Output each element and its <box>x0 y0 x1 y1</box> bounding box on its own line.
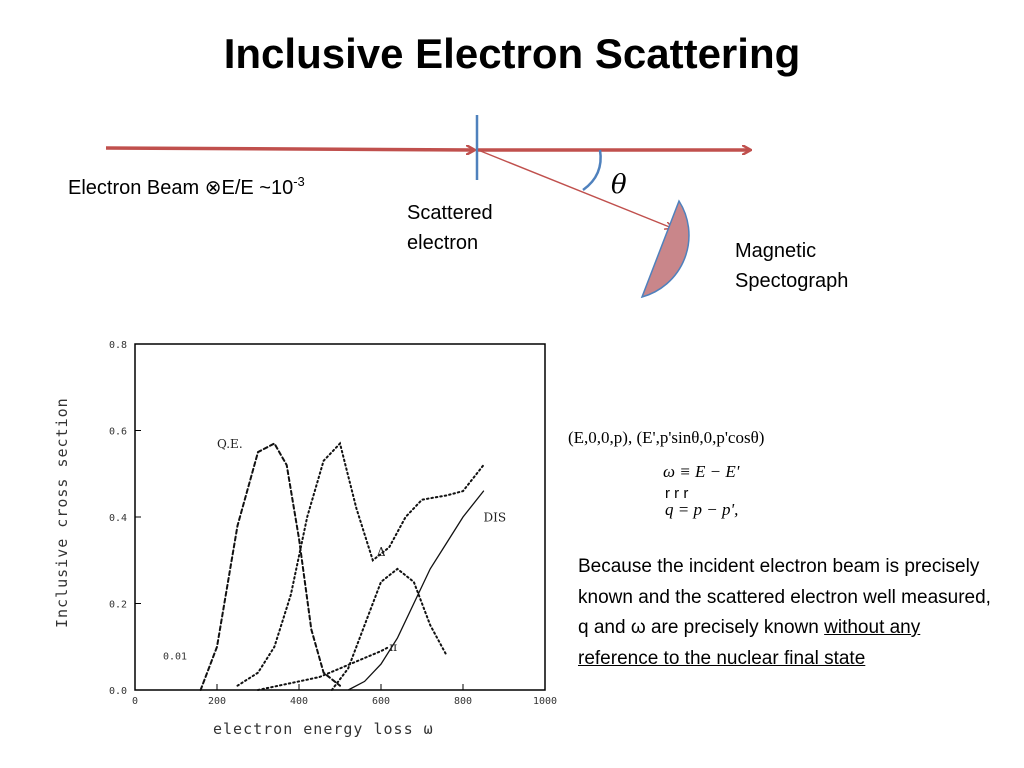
angle-arc <box>582 149 602 192</box>
cross-section-plot: 0 200 400 600 800 1000 0.0 0.2 0.4 0.6 0.8 Q.E. Δ DI… <box>45 338 565 740</box>
y-tick-label-0: 0.0 <box>109 686 127 697</box>
beam-exponent: -3 <box>293 174 305 189</box>
series-line-3 <box>347 490 485 691</box>
series-line-1 <box>330 567 448 691</box>
x-axis-label: electron energy loss ω <box>213 720 434 738</box>
slide-title: Inclusive Electron Scattering <box>223 30 801 77</box>
theta-label: θ <box>611 170 627 200</box>
x-tick-label-2: 400 <box>290 696 308 707</box>
explanation-text: Because the incident electron beam is pr… <box>578 552 998 674</box>
x-tick-label-1: 200 <box>208 696 226 707</box>
spectrograph-label: Magnetic Spectograph <box>735 240 849 292</box>
omega-equation: ω ≡ E − E' <box>663 462 740 481</box>
y-tick-label-2: 0.4 <box>109 513 127 524</box>
y-tick-label-3: 0.6 <box>109 427 127 438</box>
annotation-1: Δ <box>377 545 386 559</box>
annotation-3: π <box>389 640 397 654</box>
x-tick-label-3: 600 <box>372 696 390 707</box>
scattered-electron-label: Scattered electron <box>407 202 493 254</box>
corner-label: 0.01 <box>163 652 187 663</box>
scattering-diagram <box>105 115 1024 299</box>
series-line-4 <box>257 645 391 691</box>
magnetic-spectrograph <box>640 199 690 299</box>
y-tick-label-4: 0.8 <box>109 340 127 351</box>
incident-beam-arrow <box>105 148 474 150</box>
kinematics-equation: (E,0,0,p), (E',p'sinθ,0,p'cosθ) <box>568 428 765 447</box>
beam-label: Electron Beam ⊗E/E ~10-3 <box>68 174 305 199</box>
q-equation: q = p − p', <box>665 500 739 519</box>
scattered-electron-arrow <box>477 149 672 228</box>
annotation-2: DIS <box>484 510 507 524</box>
x-tick-label-5: 1000 <box>533 696 557 707</box>
x-tick-label-4: 800 <box>454 696 472 707</box>
series-line-0 <box>199 442 341 691</box>
vector-marks: r r r <box>665 485 689 502</box>
x-tick-label-0: 0 <box>132 696 138 707</box>
y-axis-label: Inclusive cross section <box>53 397 71 628</box>
annotation-0: Q.E. <box>217 437 243 451</box>
series-line-2 <box>236 441 485 687</box>
y-tick-label-1: 0.2 <box>109 600 127 611</box>
explanation-main: Because the incident electron beam is pr… <box>578 556 991 638</box>
explanation-underlined: without any reference to the nuclear fin… <box>578 617 921 669</box>
